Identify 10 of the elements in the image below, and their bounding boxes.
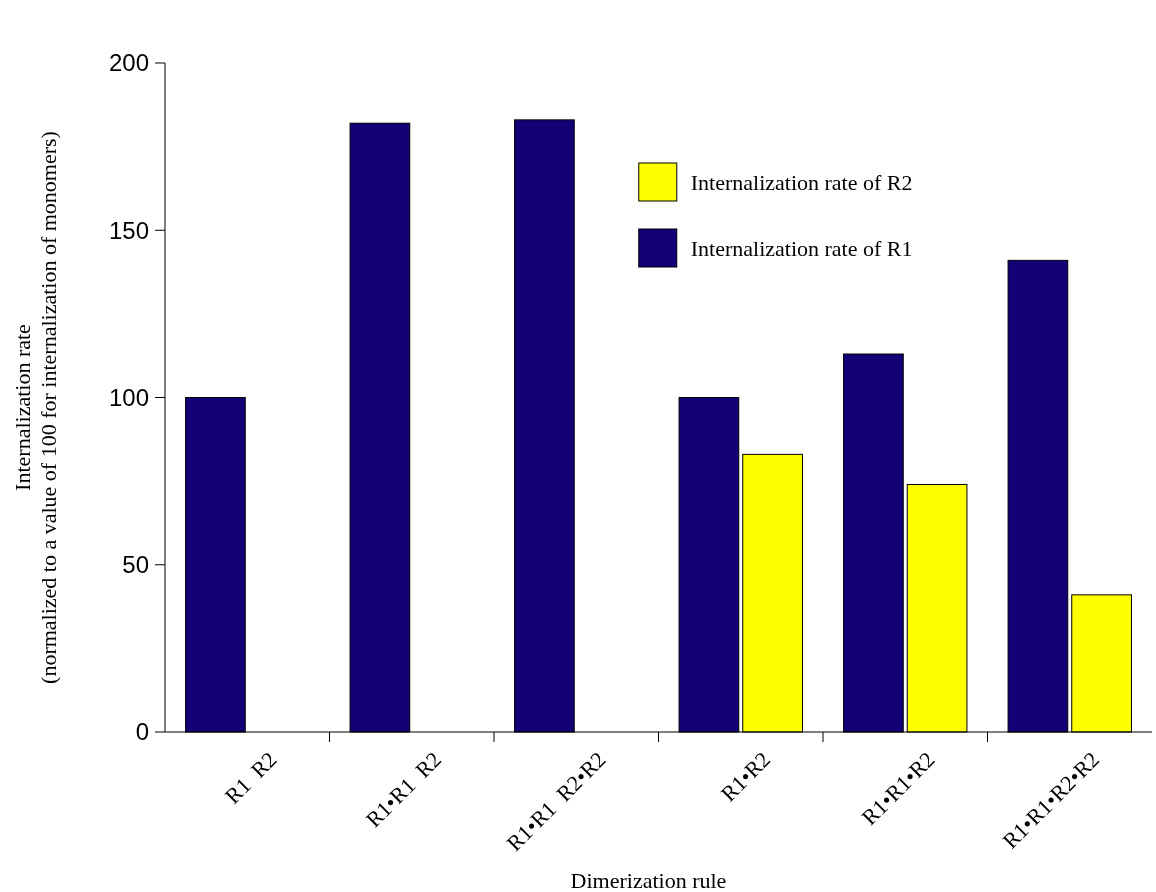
y-tick-label: 0 — [135, 718, 149, 746]
y-tick-label: 100 — [108, 383, 149, 411]
legend-label: Internalization rate of R2 — [690, 169, 913, 195]
y-tick-label: 150 — [108, 216, 149, 244]
y-tick-label: 200 — [108, 49, 149, 77]
x-axis-title: Dimerization rule — [570, 868, 727, 892]
y-tick-label: 50 — [122, 551, 149, 579]
x-tick-label: R1 R2 — [219, 746, 282, 809]
y-axis-title: Internalization rate (normalized to a value of 100 for internalization of monomers) — [10, 131, 61, 684]
legend-label: Internalization rate of R1 — [690, 235, 913, 261]
